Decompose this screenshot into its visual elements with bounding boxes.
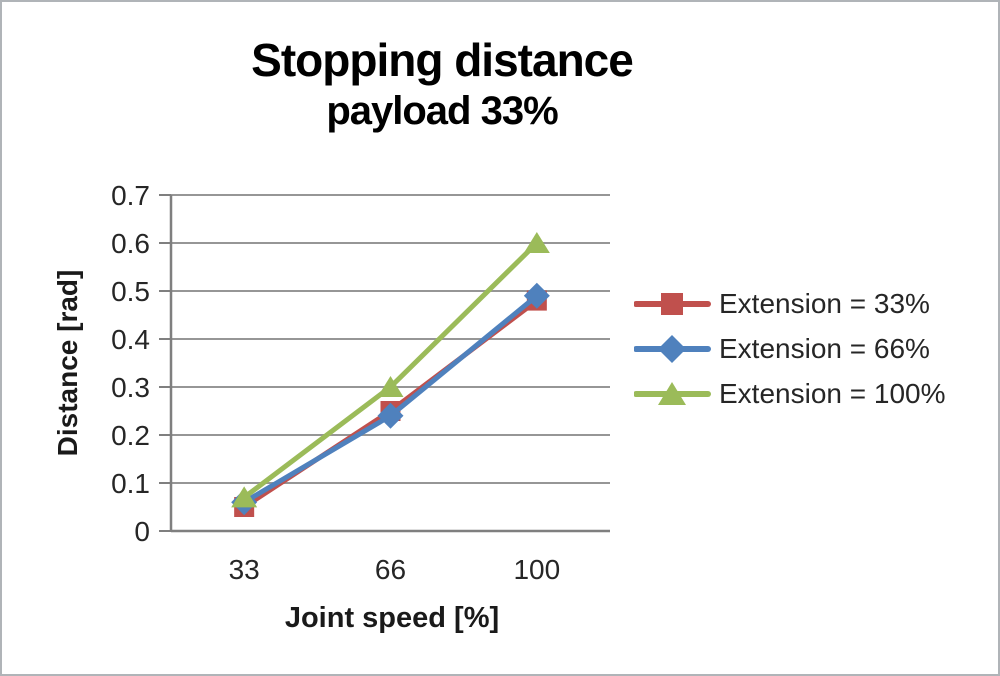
data-point-marker [377,402,404,429]
data-point-marker [658,334,686,363]
series-line [241,293,540,505]
legend-label: Extension = 66% [719,332,930,364]
series-line [241,240,540,500]
chart-subtitle: payload 33% [326,89,558,134]
legend: Extension = 33% Extension = 66% Extension … [634,281,946,416]
y-tick-label: 0.6 [111,228,150,259]
y-axis-title: Distance [rad] [52,269,83,457]
x-tick-label: 100 [513,554,560,585]
x-tick-label: 66 [375,554,406,585]
chart-title: Stopping distance [251,34,634,86]
y-tick-label: 0.1 [111,468,150,499]
y-tick-label: 0.2 [111,420,150,451]
y-tick-label: 0.5 [111,276,150,307]
data-point-marker [377,376,404,397]
legend-marker-icon [634,334,711,363]
legend-label: Extension = 33% [719,287,930,319]
legend-item: Extension = 100% [634,371,946,416]
y-tick-label: 0.4 [111,324,150,355]
y-tick-label: 0 [134,516,150,547]
y-tick-label: 0.7 [111,180,150,211]
legend-marker-icon [634,381,711,405]
data-point-marker [661,292,683,315]
chart-title-block: Stopping distance payload 33% [2,34,882,134]
legend-item: Extension = 66% [634,326,946,371]
legend-label: Extension = 100% [719,377,946,409]
legend-marker-icon [634,292,711,315]
x-tick-label: 33 [229,554,260,585]
data-point-marker [523,232,550,253]
y-tick-label: 0.3 [111,372,150,403]
data-point-marker [658,381,686,405]
x-axis-title: Joint speed [%] [284,602,500,634]
data-point-marker [231,486,258,508]
legend-item: Extension = 33% [634,281,946,326]
data-point-marker [523,282,550,309]
